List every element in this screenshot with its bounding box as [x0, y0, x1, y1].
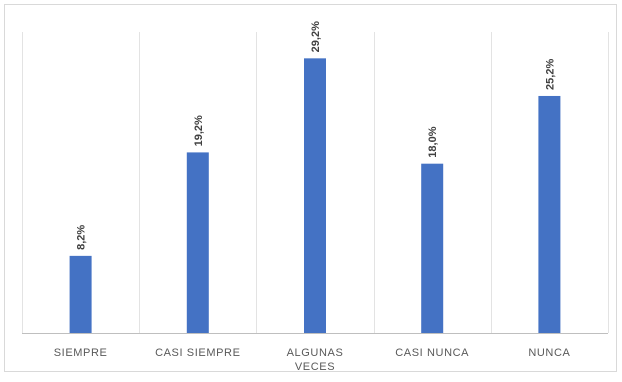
category-label: VECES [295, 361, 335, 373]
category-label: CASI SIEMPRE [155, 347, 240, 359]
bar [421, 163, 444, 333]
data-label: 19,2% [193, 115, 205, 146]
data-label: 18,0% [427, 126, 439, 157]
bar [69, 255, 92, 333]
category-label: NUNCA [528, 347, 570, 359]
data-label: 25,2% [544, 59, 556, 90]
category-label: CASI NUNCA [395, 347, 469, 359]
bar [304, 58, 326, 334]
category-label: ALGUNAS [287, 347, 344, 359]
bars [69, 58, 561, 334]
data-labels: 8,2% 19,2% 29,2% 18,0% 25,2% [76, 21, 557, 250]
category-labels: SIEMPRE CASI SIEMPRE ALGUNAS VECES CASI NUNC… [54, 347, 570, 373]
data-label: 8,2% [76, 225, 88, 250]
bar [538, 95, 561, 334]
bar [186, 152, 209, 333]
category-gridlines [22, 32, 609, 333]
category-label: SIEMPRE [54, 347, 108, 359]
data-label: 29,2% [310, 21, 322, 52]
